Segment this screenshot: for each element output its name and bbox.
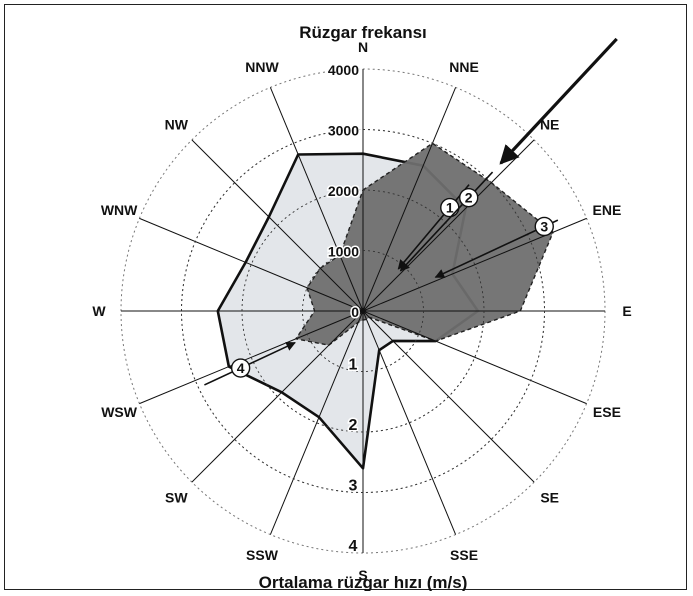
spoke-NNW — [269, 87, 364, 312]
direction-label-NNE: NNE — [449, 59, 479, 75]
direction-label-NE: NE — [540, 116, 559, 132]
direction-label-ENE: ENE — [593, 202, 622, 218]
direction-label-NW: NW — [165, 116, 189, 132]
annotation-label-4: 4 — [237, 360, 245, 376]
annotation-badge-3 — [534, 216, 554, 237]
series-layer — [121, 69, 605, 553]
spoke-WNW — [139, 217, 364, 312]
spoke-NW — [191, 139, 364, 312]
spoke-SW — [191, 310, 364, 483]
main-wind-arrow — [499, 37, 618, 165]
annotation-arrow-2 — [399, 171, 494, 272]
spoke-SSE — [362, 310, 457, 535]
direction-label-N: N — [358, 39, 368, 55]
speed-tick-2: 2 — [349, 417, 358, 434]
frequency-tick-2000: 2000 — [328, 183, 359, 199]
spoke-WSW — [139, 310, 364, 405]
annotation-badge-4 — [230, 358, 251, 378]
grid-ring-overlay-2 — [241, 189, 485, 433]
x-axis-label: Ortalama rüzgar hızı (m/s) — [259, 573, 468, 591]
speed-tick-4: 4 — [349, 538, 358, 555]
label-layer: N NNE NE ENE E ESE SE SSE S SSW SW WSW W WNW NW NNW 0 100… — [92, 39, 631, 583]
frequency-tick-0: 0 — [351, 304, 359, 320]
center-point — [360, 308, 366, 314]
speed-tick-3: 3 — [349, 478, 358, 495]
annotation-label-1: 1 — [446, 200, 454, 216]
direction-label-NNW: NNW — [245, 59, 279, 75]
annotation-arrow-4 — [204, 341, 296, 386]
spoke-SSW — [269, 310, 364, 535]
direction-label-WSW: WSW — [101, 404, 138, 420]
grid-ring-overlay-1 — [302, 250, 424, 372]
direction-label-S: S — [358, 567, 367, 583]
grid-ring-overlay-3 — [181, 129, 545, 493]
frequency-tick-3000: 3000 — [328, 123, 359, 139]
spoke-NE — [362, 139, 535, 312]
speed-tick-1: 1 — [349, 357, 358, 374]
frequency-tick-4000: 4000 — [328, 62, 359, 78]
frequency-tick-1000: 1000 — [328, 244, 359, 260]
direction-label-SW: SW — [165, 490, 188, 506]
direction-label-SSE: SSE — [450, 547, 478, 563]
spoke-SE — [362, 310, 535, 483]
direction-label-E: E — [622, 303, 631, 319]
direction-label-SSW: SSW — [246, 547, 279, 563]
direction-label-ESE: ESE — [593, 404, 621, 420]
chart-title: Rüzgar frekansı — [299, 23, 427, 42]
spoke-ESE — [362, 310, 587, 405]
annotation-badge-2 — [459, 187, 479, 208]
annotation-arrow-1 — [397, 184, 470, 270]
direction-label-SE: SE — [540, 490, 559, 506]
annotation-label-3: 3 — [540, 218, 548, 234]
direction-label-W: W — [92, 303, 106, 319]
spoke-NNE — [362, 87, 457, 312]
annotation-label-2: 2 — [465, 190, 473, 206]
direction-label-WNW: WNW — [101, 202, 138, 218]
